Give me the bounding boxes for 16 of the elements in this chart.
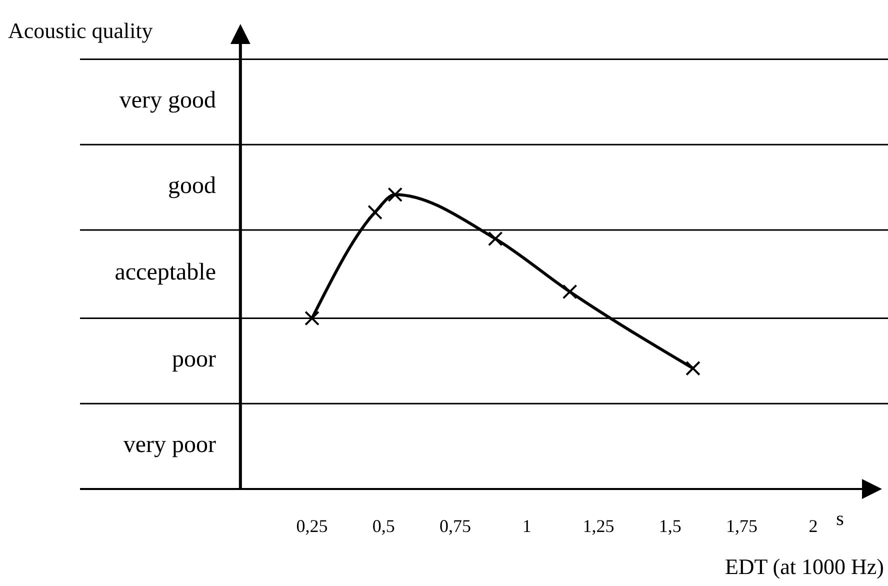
annotation: good xyxy=(168,172,216,199)
text: Acoustic quality xyxy=(8,18,153,43)
x-tick-label: 1,5 xyxy=(658,516,682,536)
x-axis-title: EDT (at 1000 Hz) xyxy=(724,554,884,579)
x-tick-label: 0,5 xyxy=(372,516,395,536)
annotation: very poor xyxy=(123,432,216,458)
text: very good xyxy=(119,87,216,114)
x-tick-label: 1,75 xyxy=(726,516,758,536)
annotation: poor xyxy=(172,346,216,372)
x-tick-label: 0,25 xyxy=(296,516,328,536)
text: s xyxy=(836,508,844,530)
x-tick-label: 1 xyxy=(522,516,532,536)
annotation: acceptable xyxy=(114,260,216,286)
x-tick-label: 0,75 xyxy=(439,516,471,536)
x-tick-label: 1,25 xyxy=(582,516,614,536)
x-tick-label: 2 xyxy=(808,516,818,536)
